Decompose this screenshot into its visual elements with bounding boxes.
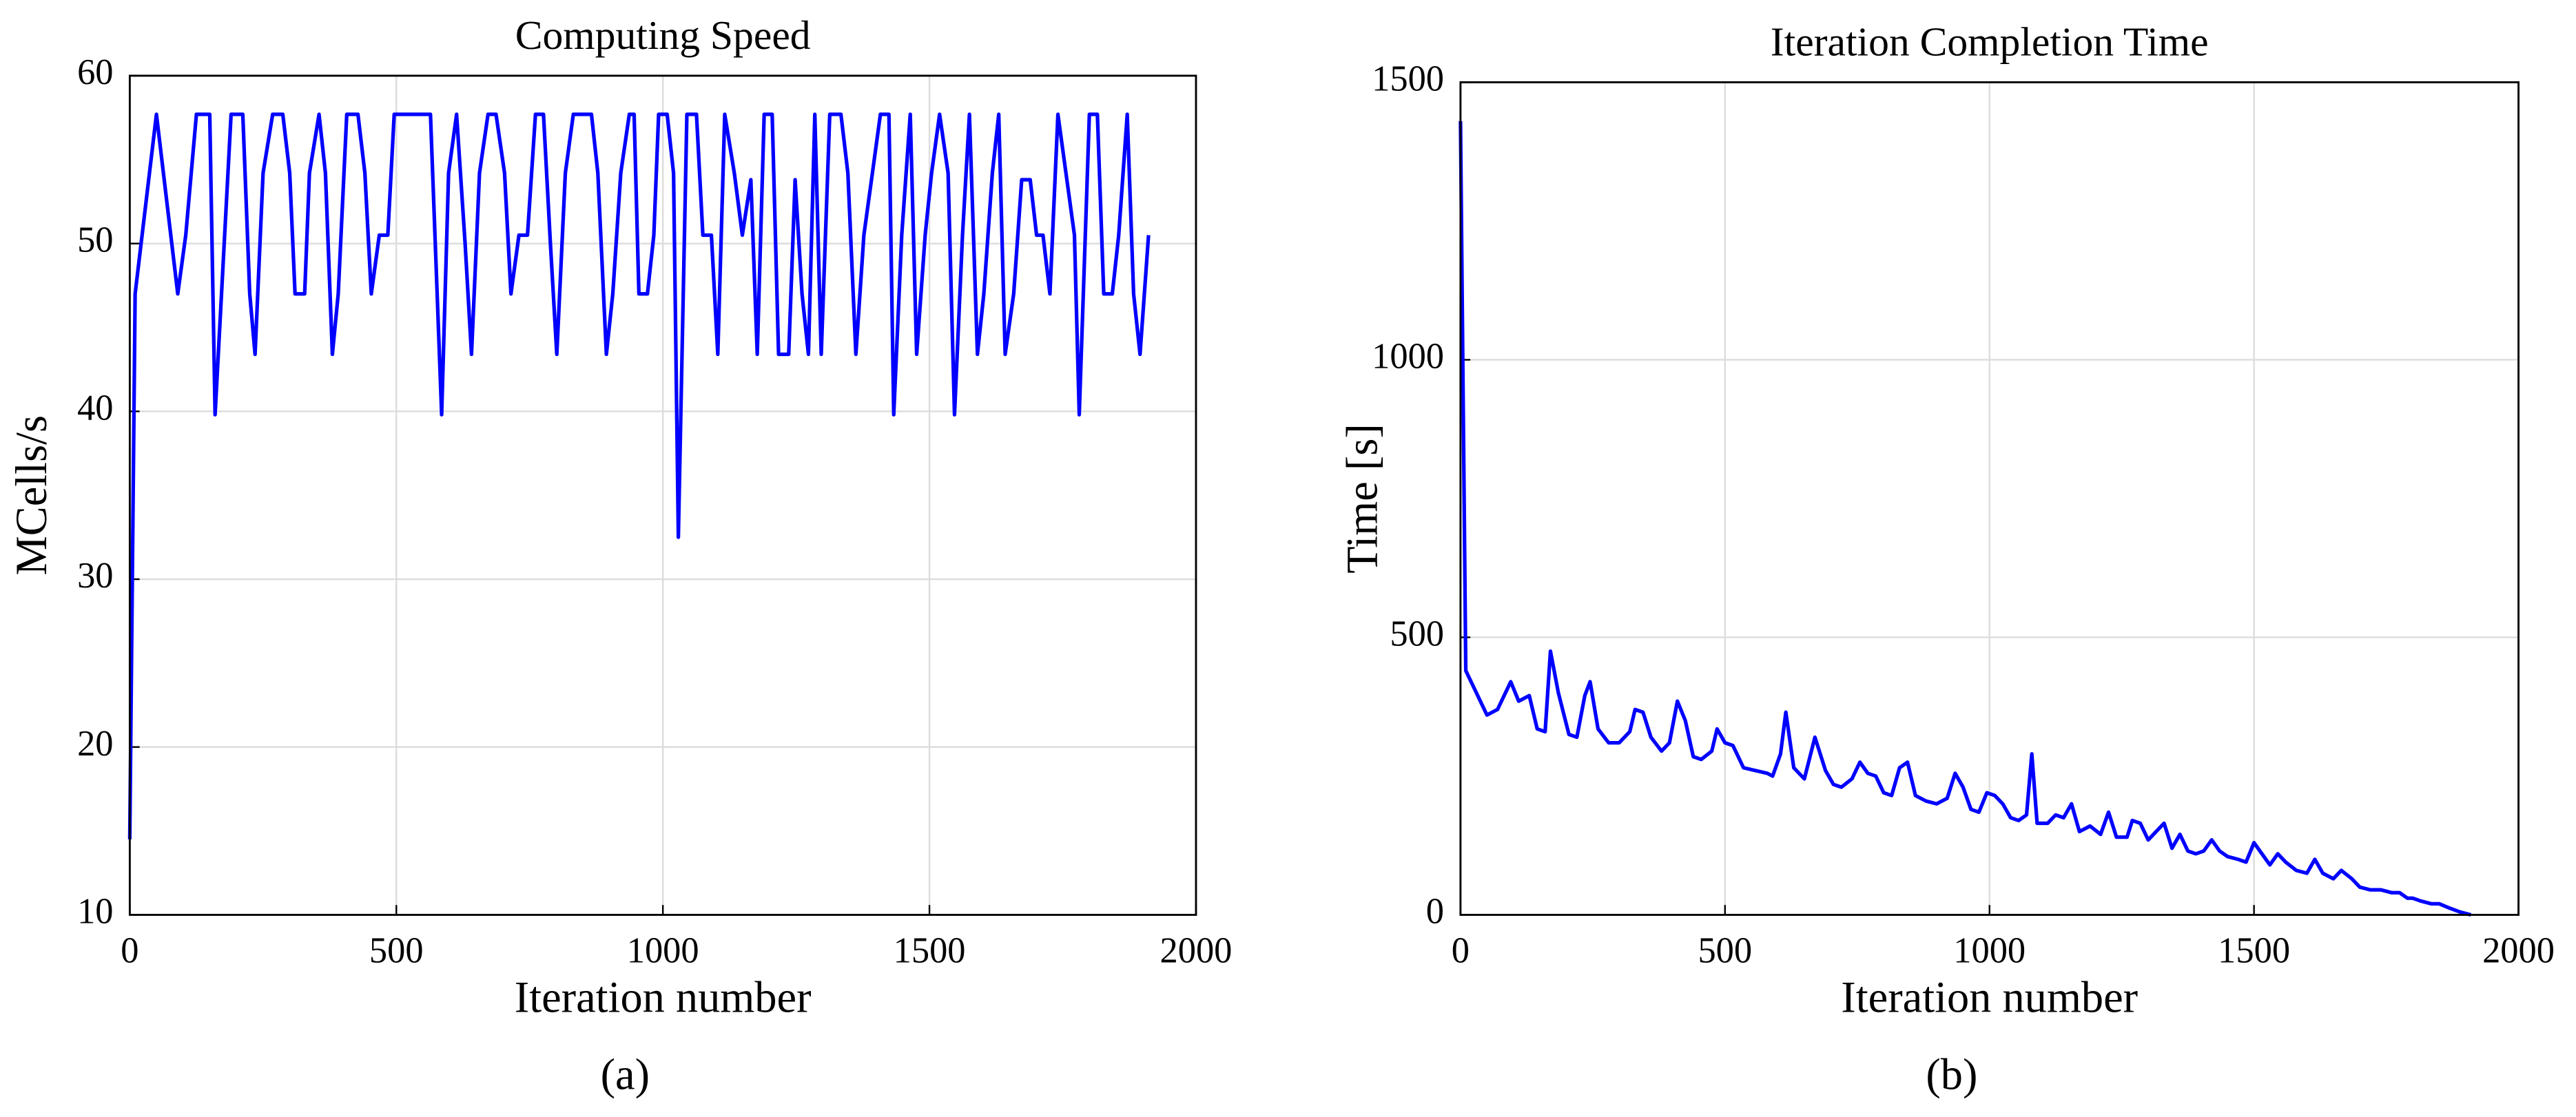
data-line: [1459, 121, 2472, 917]
x-tick-label: 2000: [2482, 931, 2555, 971]
y-tick-label: 1500: [1372, 59, 1444, 99]
x-axis-label: Iteration number: [1841, 973, 2138, 1022]
axes-frame: [1459, 81, 2520, 916]
x-tick-label: 0: [1452, 931, 1470, 971]
x-tick-label: 1500: [2218, 931, 2290, 971]
y-tick-label: 50: [77, 220, 113, 260]
data-line: [127, 112, 1151, 839]
x-tick-label: 0: [121, 931, 138, 971]
caption: (b): [1926, 1050, 1977, 1099]
y-axis-label: MCells/s: [7, 415, 56, 576]
y-tick-label: 40: [77, 388, 113, 428]
x-axis-label: Iteration number: [515, 973, 812, 1022]
y-tick-label: 10: [77, 891, 113, 931]
chart-title: Computing Speed: [515, 12, 811, 58]
y-tick-label: 20: [77, 724, 113, 764]
y-tick-label: 60: [77, 52, 113, 92]
y-tick-label: 0: [1426, 891, 1444, 931]
caption: (a): [601, 1050, 650, 1099]
y-axis-label: Time [s]: [1338, 424, 1387, 574]
x-tick-label: 500: [369, 931, 424, 971]
x-tick-label: 1000: [1953, 931, 2026, 971]
x-tick-label: 1000: [627, 931, 699, 971]
x-tick-label: 1500: [894, 931, 966, 971]
y-tick-label: 30: [77, 556, 113, 596]
y-tick-label: 1000: [1372, 337, 1444, 377]
axes-frame: [128, 74, 1197, 916]
chart-title: Iteration Completion Time: [1771, 19, 2209, 65]
x-tick-label: 2000: [1160, 931, 1233, 971]
y-tick-label: 500: [1390, 614, 1444, 654]
x-tick-label: 500: [1698, 931, 1752, 971]
